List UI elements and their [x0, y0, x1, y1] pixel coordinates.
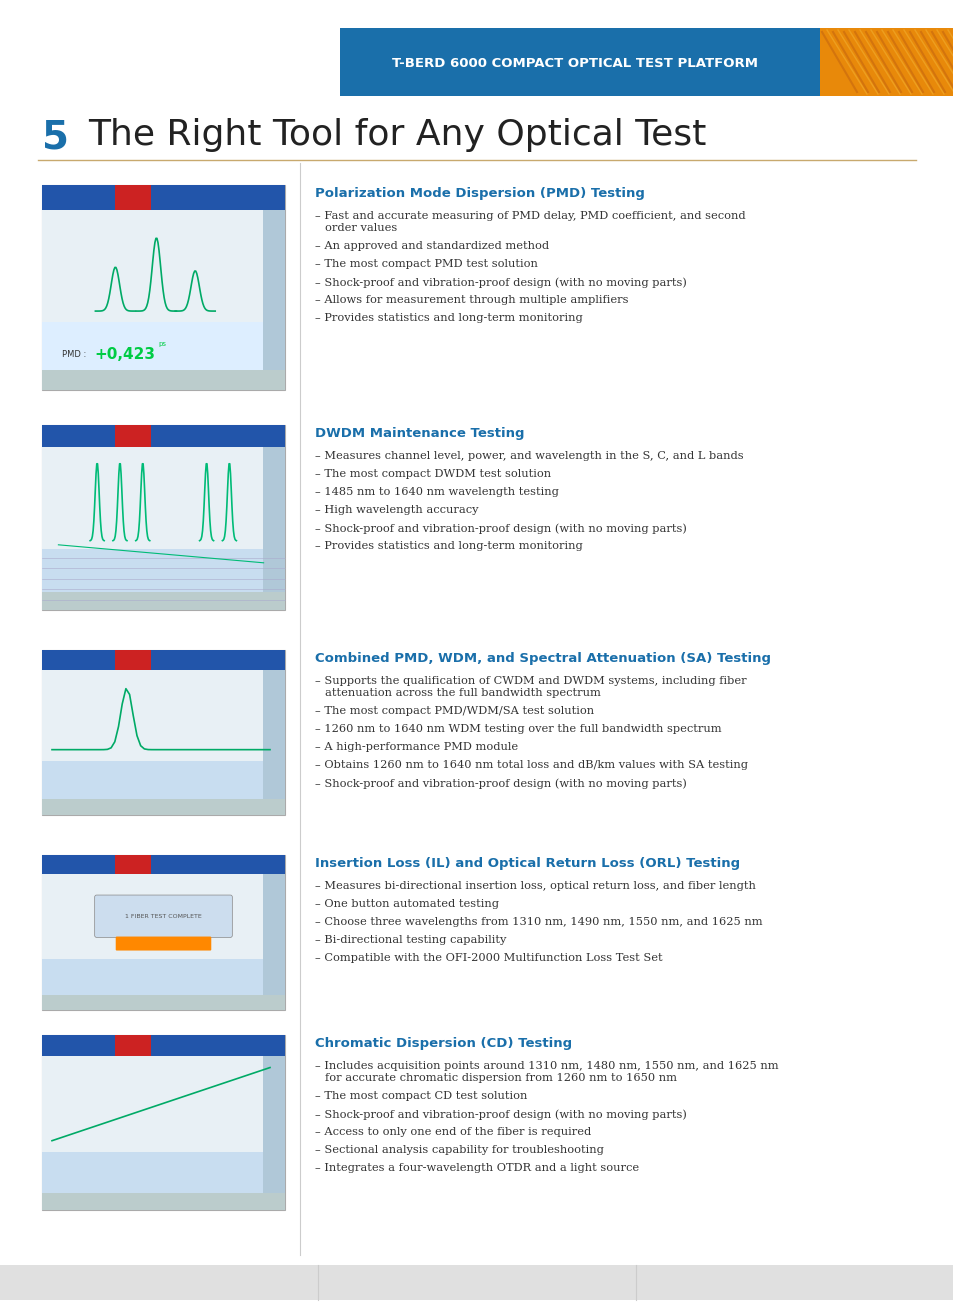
Text: – Allows for measurement through multiple amplifiers: – Allows for measurement through multipl… — [314, 295, 628, 305]
Text: order values: order values — [325, 224, 396, 233]
Bar — [42, 548, 285, 610]
Bar — [42, 1035, 285, 1056]
Bar — [339, 28, 953, 96]
Text: – Provides statistics and long-term monitoring: – Provides statistics and long-term moni… — [314, 313, 582, 323]
Text: PMD :: PMD : — [62, 350, 86, 359]
Bar — [42, 592, 285, 610]
Bar — [42, 650, 285, 669]
Bar — [42, 447, 285, 548]
Text: – An approved and standardized method: – An approved and standardized method — [314, 241, 549, 251]
Bar — [42, 370, 285, 391]
Text: – Shock-proof and vibration-proof design (with no moving parts): – Shock-proof and vibration-proof design… — [314, 778, 686, 789]
Bar — [42, 798, 285, 815]
Text: – Choose three wavelengths from 1310 nm, 1490 nm, 1550 nm, and 1625 nm: – Choose three wavelengths from 1310 nm,… — [314, 917, 761, 927]
Text: – One button automated testing: – One button automated testing — [314, 899, 498, 909]
Bar — [263, 209, 285, 370]
Text: Insertion Loss (IL) and Optical Return Loss (ORL) Testing: Insertion Loss (IL) and Optical Return L… — [314, 857, 740, 871]
Bar — [263, 873, 285, 994]
Text: attenuation across the full bandwidth spectrum: attenuation across the full bandwidth sp… — [325, 688, 600, 698]
Bar — [114, 1035, 152, 1056]
Bar — [42, 855, 285, 1010]
Text: – Integrates a four-wavelength OTDR and a light source: – Integrates a four-wavelength OTDR and … — [314, 1162, 639, 1173]
Bar — [42, 1035, 285, 1210]
Bar — [0, 1265, 953, 1301]
Bar — [42, 760, 285, 815]
FancyBboxPatch shape — [115, 936, 211, 951]
Bar — [114, 855, 152, 873]
Text: – Fast and accurate measuring of PMD delay, PMD coefficient, and second: – Fast and accurate measuring of PMD del… — [314, 210, 745, 221]
Bar — [42, 185, 285, 391]
Text: +0,423: +0,423 — [94, 347, 154, 362]
Bar — [42, 873, 285, 959]
Bar — [263, 447, 285, 592]
Text: – Includes acquisition points around 1310 nm, 1480 nm, 1550 nm, and 1625 nm: – Includes acquisition points around 131… — [314, 1061, 778, 1070]
Bar — [42, 994, 285, 1010]
Text: Combined PMD, WDM, and Spectral Attenuation (SA) Testing: Combined PMD, WDM, and Spectral Attenuat… — [314, 652, 770, 665]
Bar — [42, 1193, 285, 1210]
Bar — [42, 650, 285, 815]
Text: – Compatible with the OFI-2000 Multifunction Loss Test Set: – Compatible with the OFI-2000 Multifunc… — [314, 953, 662, 963]
Bar — [114, 185, 152, 209]
Text: – The most compact CD test solution: – The most compact CD test solution — [314, 1091, 527, 1101]
Bar — [42, 959, 285, 1010]
Text: – Shock-proof and vibration-proof design (with no moving parts): – Shock-proof and vibration-proof design… — [314, 1109, 686, 1119]
Text: – Bi-directional testing capability: – Bi-directional testing capability — [314, 935, 506, 945]
Text: Polarization Mode Dispersion (PMD) Testing: Polarization Mode Dispersion (PMD) Testi… — [314, 187, 644, 200]
Text: – 1260 nm to 1640 nm WDM testing over the full bandwidth spectrum: – 1260 nm to 1640 nm WDM testing over th… — [314, 725, 720, 734]
Text: for accurate chromatic dispersion from 1260 nm to 1650 nm: for accurate chromatic dispersion from 1… — [325, 1073, 677, 1084]
Bar — [114, 650, 152, 669]
Text: – The most compact PMD/WDM/SA test solution: – The most compact PMD/WDM/SA test solut… — [314, 706, 594, 715]
Polygon shape — [339, 28, 953, 96]
Bar — [42, 185, 285, 209]
Bar — [42, 425, 285, 610]
FancyBboxPatch shape — [94, 896, 233, 938]
Text: ps: ps — [158, 341, 166, 347]
Bar — [42, 855, 285, 873]
Text: DWDM Maintenance Testing: DWDM Maintenance Testing — [314, 427, 524, 441]
Text: – A high-performance PMD module: – A high-performance PMD module — [314, 742, 517, 752]
Bar — [42, 1056, 285, 1152]
Text: – 1485 nm to 1640 nm wavelength testing: – 1485 nm to 1640 nm wavelength testing — [314, 487, 558, 497]
Bar — [42, 209, 285, 322]
Text: – The most compact PMD test solution: – The most compact PMD test solution — [314, 259, 537, 270]
Text: The Right Tool for Any Optical Test: The Right Tool for Any Optical Test — [88, 118, 705, 153]
Bar — [820, 28, 953, 96]
Bar — [114, 425, 152, 447]
Text: – Shock-proof and vibration-proof design (with no moving parts): – Shock-proof and vibration-proof design… — [314, 523, 686, 534]
Text: T-BERD 6000 COMPACT OPTICAL TEST PLATFORM: T-BERD 6000 COMPACT OPTICAL TEST PLATFOR… — [392, 57, 758, 70]
Text: – Obtains 1260 nm to 1640 nm total loss and dB/km values with SA testing: – Obtains 1260 nm to 1640 nm total loss … — [314, 760, 747, 771]
Text: – Measures channel level, power, and wavelength in the S, C, and L bands: – Measures channel level, power, and wav… — [314, 451, 742, 462]
Bar — [42, 322, 285, 384]
Bar — [42, 1152, 285, 1210]
Text: – Shock-proof and vibration-proof design (with no moving parts): – Shock-proof and vibration-proof design… — [314, 277, 686, 288]
Text: – The most compact DWDM test solution: – The most compact DWDM test solution — [314, 469, 551, 479]
Text: – Measures bi-directional insertion loss, optical return loss, and fiber length: – Measures bi-directional insertion loss… — [314, 881, 755, 892]
Text: – Supports the qualification of CWDM and DWDM systems, including fiber: – Supports the qualification of CWDM and… — [314, 676, 746, 686]
Text: – Access to only one end of the fiber is required: – Access to only one end of the fiber is… — [314, 1127, 591, 1137]
Bar — [263, 1056, 285, 1193]
Text: 5: 5 — [42, 118, 69, 156]
Text: – High wavelength accuracy: – High wavelength accuracy — [314, 505, 478, 515]
Bar — [42, 425, 285, 447]
Bar — [42, 669, 285, 760]
Bar — [263, 669, 285, 798]
Text: 1 FIBER TEST COMPLETE: 1 FIBER TEST COMPLETE — [125, 914, 202, 919]
Text: – Sectional analysis capability for troubleshooting: – Sectional analysis capability for trou… — [314, 1145, 603, 1155]
Text: Chromatic Dispersion (CD) Testing: Chromatic Dispersion (CD) Testing — [314, 1038, 572, 1049]
Text: – Provides statistics and long-term monitoring: – Provides statistics and long-term moni… — [314, 540, 582, 551]
